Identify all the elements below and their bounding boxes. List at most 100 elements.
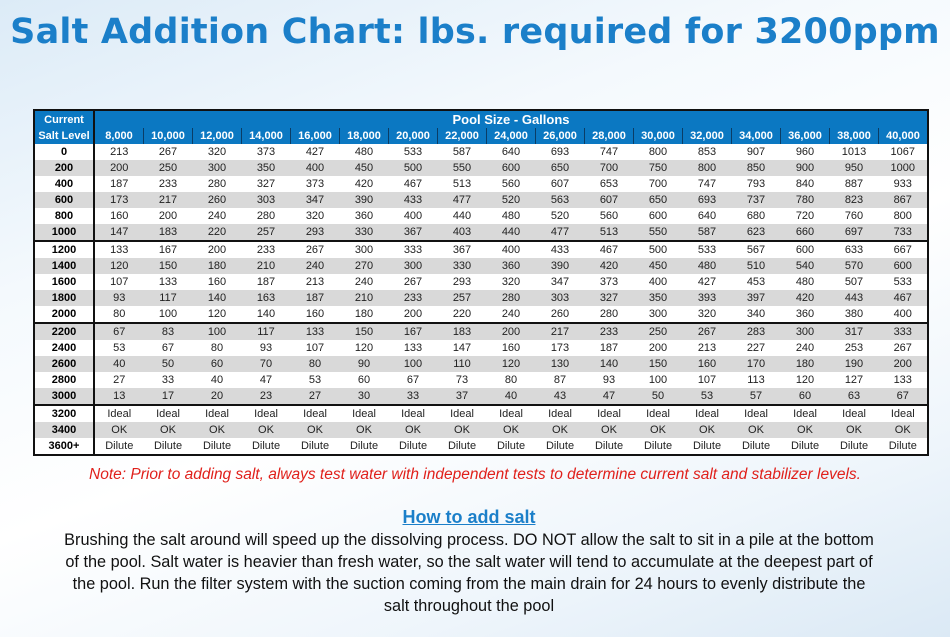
salt-amount-cell: 50 [633, 388, 683, 406]
salt-amount-cell: 800 [893, 210, 912, 222]
page-title: Salt Addition Chart: lbs. required for 3… [10, 12, 940, 52]
salt-amount-cell: 600 [878, 258, 928, 274]
salt-amount-cell: 800 [682, 160, 732, 176]
salt-amount-cell: 120 [795, 374, 815, 386]
table-row: 3400 OK OK OK OK OK OK OK OK OK OK OK OK OK OK OK OK OK [34, 422, 928, 438]
salt-amount-cell: 283 [731, 323, 781, 340]
salt-amount-cell: 140 [241, 306, 291, 324]
salt-amount-cell: 183 [437, 323, 487, 340]
salt-amount-cell: 570 [829, 258, 879, 274]
salt-amount-cell: 433 [388, 192, 438, 208]
salt-amount-cell: OK [290, 422, 340, 438]
salt-level-cell: 2400 [34, 340, 95, 356]
table-row: 2800 27 33 40 47 53 60 67 73 80 87 93 100 107 113 120 12… [34, 372, 928, 388]
salt-amount-cell: Dilute [839, 440, 869, 452]
salt-amount-cell: 30 [339, 388, 389, 406]
salt-amount-cell: 640 [501, 146, 521, 158]
salt-amount-cell: 257 [241, 224, 291, 242]
salt-amount-cell: 793 [746, 178, 766, 190]
salt-amount-cell: Dilute [888, 440, 917, 452]
salt-amount-cell: 160 [290, 306, 340, 324]
salt-amount-cell: Ideal [254, 408, 278, 420]
salt-amount-cell: 160 [110, 210, 129, 222]
salt-amount-cell: Ideal [450, 408, 474, 420]
salt-amount-cell: 120 [486, 356, 536, 372]
salt-amount-cell: 540 [780, 258, 830, 274]
salt-amount-cell: 93 [94, 290, 144, 306]
salt-amount-cell: 27 [290, 388, 340, 406]
salt-amount-cell: 200 [486, 323, 536, 340]
table-body: 0 213 267 320 373 427 480 533 587 640 693 747 800 853… [34, 144, 928, 455]
salt-amount-cell: 240 [207, 210, 227, 222]
salt-amount-cell: 140 [584, 356, 634, 372]
salt-amount-cell: 200 [207, 244, 227, 256]
salt-amount-cell: Ideal [303, 408, 327, 420]
salt-amount-cell: 120 [94, 258, 144, 274]
salt-amount-cell: 293 [290, 224, 340, 242]
salt-level-cell: 2800 [34, 372, 95, 388]
salt-amount-cell: 267 [682, 323, 732, 340]
salt-amount-cell: 60 [780, 388, 830, 406]
salt-amount-cell: 427 [697, 276, 717, 288]
salt-amount-cell: OK [584, 422, 634, 438]
salt-amount-cell: Dilute [447, 440, 477, 452]
salt-amount-cell: 53 [113, 342, 126, 354]
salt-amount-cell: 533 [403, 146, 423, 158]
salt-amount-cell: Ideal [205, 408, 229, 420]
salt-amount-cell: 110 [437, 356, 487, 372]
salt-level-cell: 3400 [34, 422, 95, 438]
salt-amount-cell: 93 [259, 342, 273, 354]
level-header-line2: Salt Level [34, 128, 95, 144]
pool-size-header: 26,000 [535, 128, 585, 144]
salt-level-cell: 1600 [34, 274, 95, 290]
salt-amount-cell: 653 [599, 178, 619, 190]
salt-amount-cell: 47 [259, 374, 273, 386]
salt-amount-cell: Dilute [741, 440, 771, 452]
header-row-group: Current Pool Size - Gallons [34, 110, 928, 128]
salt-amount-cell: 560 [501, 178, 521, 190]
salt-amount-cell: 180 [192, 258, 242, 274]
salt-amount-cell: 200 [158, 210, 178, 222]
salt-amount-cell: 433 [550, 244, 570, 256]
salt-amount-cell: 67 [161, 342, 175, 354]
salt-amount-cell: OK [388, 422, 438, 438]
salt-amount-cell: 270 [339, 258, 389, 274]
salt-amount-cell: 33 [161, 374, 175, 386]
salt-amount-cell: 510 [731, 258, 781, 274]
salt-amount-cell: 373 [599, 276, 619, 288]
salt-amount-cell: 303 [535, 290, 585, 306]
salt-amount-cell: 210 [241, 258, 291, 274]
salt-amount-cell: Dilute [594, 440, 624, 452]
salt-amount-cell: 320 [305, 210, 325, 222]
salt-amount-cell: Ideal [646, 408, 670, 420]
warning-note: Note: Prior to adding salt, always test … [89, 466, 861, 483]
salt-amount-cell: 213 [697, 342, 717, 354]
salt-amount-cell: Ideal [842, 408, 866, 420]
salt-amount-cell: 200 [648, 342, 668, 354]
salt-amount-cell: 60 [357, 374, 371, 386]
salt-amount-cell: 213 [110, 146, 129, 158]
salt-amount-cell: Ideal [890, 408, 915, 420]
table-row: 600 173 217 260 303 347 390 433 477 520 563 607 650 6… [34, 192, 928, 208]
salt-amount-cell: 170 [731, 356, 781, 372]
salt-amount-cell: 320 [501, 276, 521, 288]
salt-level-cell: 400 [34, 176, 95, 192]
salt-amount-cell: 43 [535, 388, 585, 406]
pool-size-header: 38,000 [829, 128, 879, 144]
salt-amount-cell: 513 [584, 224, 634, 242]
salt-amount-cell: 127 [844, 374, 864, 386]
salt-amount-cell: 80 [94, 306, 144, 324]
salt-amount-cell: 853 [697, 146, 717, 158]
salt-level-cell: 2600 [34, 356, 95, 372]
salt-amount-cell: 333 [878, 323, 928, 340]
salt-amount-cell: 150 [633, 356, 683, 372]
salt-amount-cell: 280 [486, 290, 536, 306]
salt-amount-cell: 733 [878, 224, 928, 242]
pool-size-header: 20,000 [388, 128, 438, 144]
salt-amount-cell: 700 [584, 160, 634, 176]
salt-amount-cell: 37 [437, 388, 487, 406]
salt-amount-cell: 100 [192, 323, 242, 340]
salt-amount-cell: 550 [437, 160, 487, 176]
salt-amount-cell: 477 [437, 192, 487, 208]
salt-amount-cell: 440 [452, 210, 472, 222]
